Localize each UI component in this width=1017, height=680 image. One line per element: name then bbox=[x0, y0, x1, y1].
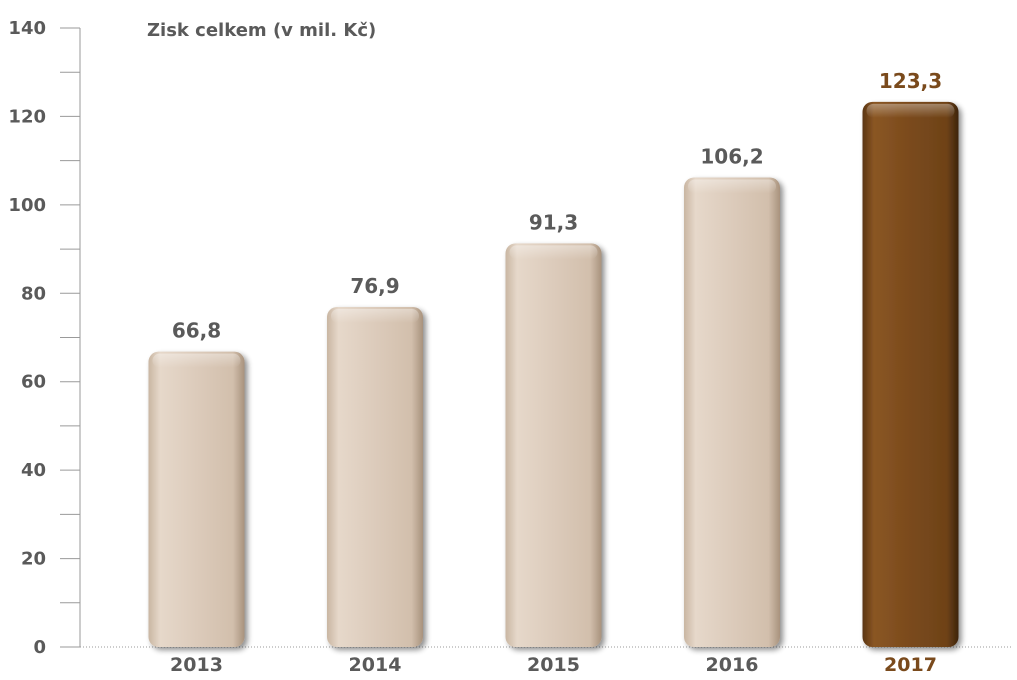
labels: 66,8 2013 76,9 2014 91,3 2015 106,2 2016 123,3 20… bbox=[170, 69, 942, 676]
bar bbox=[505, 243, 602, 647]
y-tick-label: 140 bbox=[8, 18, 46, 39]
bar-2016 bbox=[684, 177, 780, 648]
bar-2015 bbox=[505, 243, 602, 647]
chart-title: Zisk celkem (v mil. Kč) bbox=[147, 20, 376, 41]
value-label: 66,8 bbox=[172, 319, 221, 343]
value-label: 123,3 bbox=[879, 69, 942, 93]
bar bbox=[148, 351, 245, 647]
value-label: 76,9 bbox=[350, 274, 399, 298]
bar-highlight bbox=[509, 245, 598, 260]
bars bbox=[148, 101, 959, 648]
y-tick-label: 0 bbox=[33, 637, 46, 658]
category-label: 2016 bbox=[706, 654, 759, 676]
bar-highlight bbox=[152, 353, 241, 368]
bar bbox=[862, 101, 959, 647]
y-tick-label: 60 bbox=[21, 372, 46, 393]
y-tick-label: 100 bbox=[8, 195, 46, 216]
category-label: 2017 bbox=[884, 654, 937, 676]
bar-2017 bbox=[862, 101, 959, 647]
bar-highlight bbox=[866, 103, 955, 118]
y-tick-label: 20 bbox=[21, 549, 46, 570]
value-label: 106,2 bbox=[700, 144, 763, 168]
y-tick-label: 80 bbox=[21, 283, 46, 304]
y-tick-label: 40 bbox=[21, 460, 46, 481]
bar-highlight bbox=[331, 308, 419, 323]
value-label: 91,3 bbox=[529, 210, 578, 234]
category-label: 2015 bbox=[527, 654, 580, 676]
bar bbox=[327, 306, 423, 647]
category-label: 2013 bbox=[170, 654, 223, 676]
bar-2013 bbox=[148, 351, 245, 647]
category-label: 2014 bbox=[349, 654, 402, 676]
bar bbox=[684, 177, 780, 648]
bar-highlight bbox=[688, 179, 776, 194]
bar-2014 bbox=[327, 306, 423, 647]
y-tick-label: 120 bbox=[8, 106, 46, 127]
